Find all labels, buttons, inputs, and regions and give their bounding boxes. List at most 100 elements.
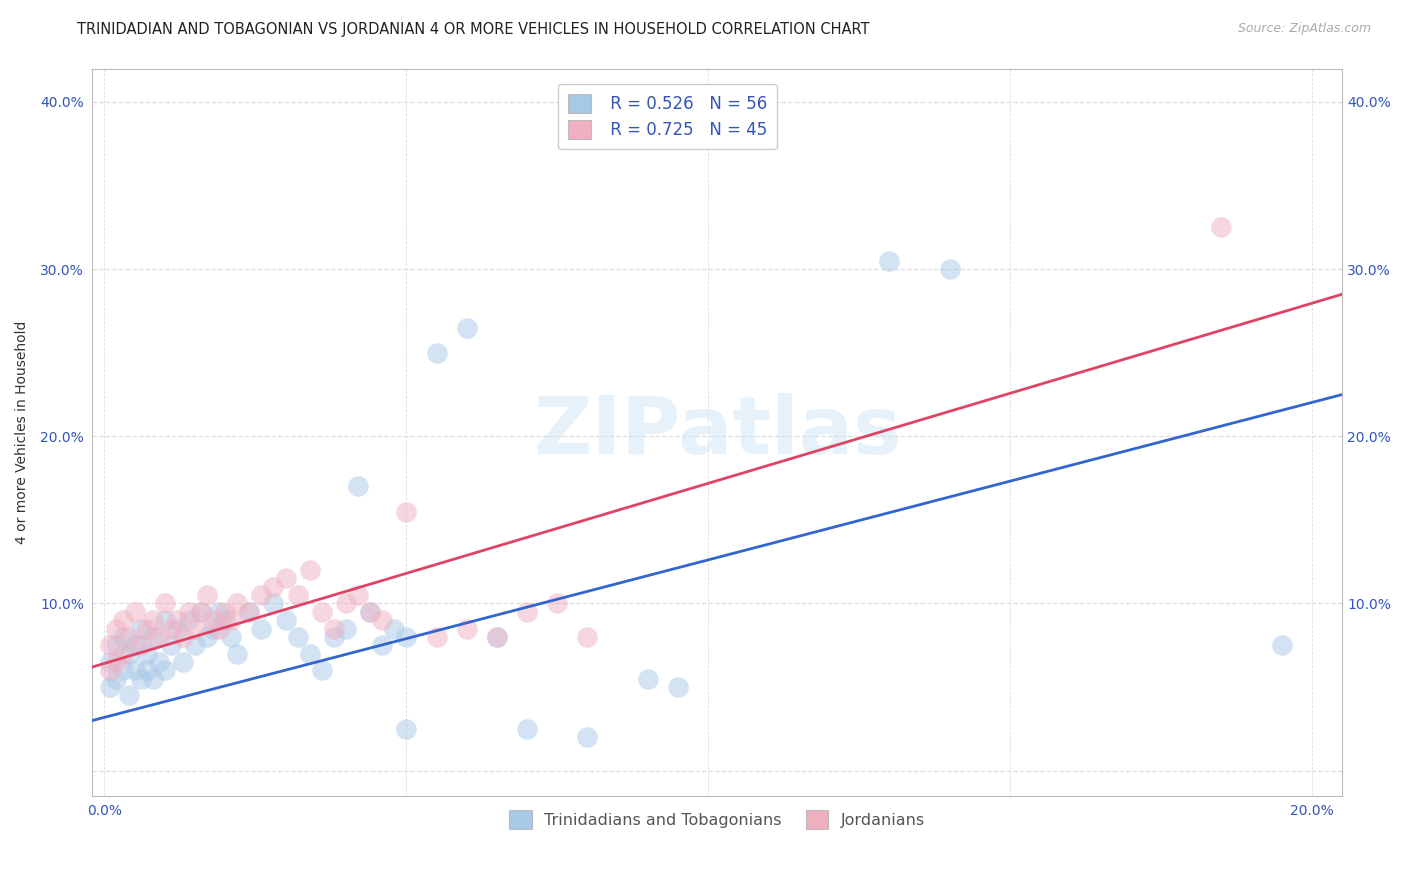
Point: [105, 622, 128, 636]
Point: [177, 605, 200, 619]
Point: [298, 647, 321, 661]
Point: [287, 630, 309, 644]
Point: [208, 605, 231, 619]
Point: [546, 597, 568, 611]
Point: [142, 630, 165, 644]
Point: [129, 638, 152, 652]
Point: [485, 630, 508, 644]
Point: [939, 262, 962, 277]
Point: [1271, 638, 1294, 652]
Point: [195, 630, 218, 644]
Point: [425, 630, 447, 644]
Point: [111, 613, 134, 627]
Point: [226, 597, 249, 611]
Point: [148, 655, 170, 669]
Point: [214, 613, 236, 627]
Point: [105, 655, 128, 669]
Point: [129, 622, 152, 636]
Point: [274, 613, 297, 627]
Point: [214, 605, 236, 619]
Point: [184, 638, 207, 652]
Point: [516, 605, 538, 619]
Point: [263, 597, 285, 611]
Point: [166, 622, 188, 636]
Point: [359, 605, 381, 619]
Point: [347, 479, 370, 493]
Point: [485, 630, 508, 644]
Point: [117, 630, 139, 644]
Point: [142, 672, 165, 686]
Point: [124, 638, 146, 652]
Point: [311, 664, 333, 678]
Point: [202, 613, 225, 627]
Point: [287, 588, 309, 602]
Point: [135, 664, 157, 678]
Point: [159, 638, 181, 652]
Point: [117, 689, 139, 703]
Point: [195, 588, 218, 602]
Point: [111, 630, 134, 644]
Point: [142, 613, 165, 627]
Point: [100, 638, 122, 652]
Point: [298, 563, 321, 577]
Text: ZIPatlas: ZIPatlas: [533, 393, 901, 471]
Point: [129, 672, 152, 686]
Point: [135, 622, 157, 636]
Point: [111, 647, 134, 661]
Point: [177, 613, 200, 627]
Point: [159, 622, 181, 636]
Point: [250, 588, 273, 602]
Point: [666, 680, 689, 694]
Text: TRINIDADIAN AND TOBAGONIAN VS JORDANIAN 4 OR MORE VEHICLES IN HOUSEHOLD CORRELAT: TRINIDADIAN AND TOBAGONIAN VS JORDANIAN …: [77, 22, 870, 37]
Point: [208, 622, 231, 636]
Point: [238, 605, 260, 619]
Point: [219, 613, 242, 627]
Point: [1211, 220, 1233, 235]
Point: [219, 630, 242, 644]
Point: [456, 622, 478, 636]
Point: [238, 605, 260, 619]
Point: [371, 613, 394, 627]
Point: [153, 613, 176, 627]
Point: [202, 622, 225, 636]
Text: Source: ZipAtlas.com: Source: ZipAtlas.com: [1237, 22, 1371, 36]
Point: [456, 320, 478, 334]
Point: [105, 672, 128, 686]
Legend: Trinidadians and Tobagonians, Jordanians: Trinidadians and Tobagonians, Jordanians: [503, 804, 932, 835]
Point: [100, 664, 122, 678]
Point: [172, 655, 194, 669]
Point: [382, 622, 405, 636]
Point: [226, 647, 249, 661]
Point: [263, 580, 285, 594]
Point: [335, 622, 357, 636]
Point: [311, 605, 333, 619]
Point: [274, 571, 297, 585]
Point: [135, 647, 157, 661]
Point: [371, 638, 394, 652]
Point: [576, 730, 599, 744]
Point: [172, 630, 194, 644]
Point: [184, 622, 207, 636]
Point: [516, 722, 538, 736]
Point: [395, 722, 418, 736]
Point: [117, 647, 139, 661]
Point: [250, 622, 273, 636]
Point: [425, 345, 447, 359]
Point: [105, 638, 128, 652]
Point: [100, 655, 122, 669]
Point: [322, 630, 344, 644]
Point: [347, 588, 370, 602]
Point: [322, 622, 344, 636]
Y-axis label: 4 or more Vehicles in Household: 4 or more Vehicles in Household: [15, 320, 30, 544]
Point: [190, 605, 212, 619]
Point: [124, 664, 146, 678]
Point: [153, 597, 176, 611]
Point: [153, 664, 176, 678]
Point: [166, 613, 188, 627]
Point: [148, 630, 170, 644]
Point: [111, 664, 134, 678]
Point: [395, 504, 418, 518]
Point: [335, 597, 357, 611]
Point: [359, 605, 381, 619]
Point: [637, 672, 659, 686]
